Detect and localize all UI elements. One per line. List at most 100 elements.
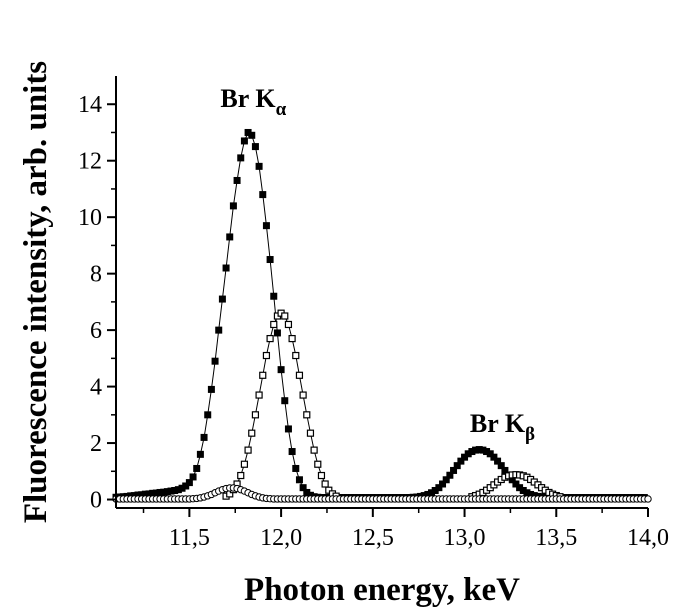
data-point xyxy=(292,464,300,472)
data-point xyxy=(240,460,249,468)
y-tick-label: 2 xyxy=(90,431,102,457)
data-point xyxy=(152,489,160,497)
y-tick-label: 14 xyxy=(78,92,102,118)
data-point xyxy=(244,446,252,454)
series-0 xyxy=(112,128,648,502)
data-point xyxy=(483,448,491,456)
data-point xyxy=(461,453,469,461)
data-point xyxy=(211,357,219,365)
data-point xyxy=(435,484,443,492)
data-point xyxy=(321,480,329,488)
data-point xyxy=(479,446,487,454)
data-point xyxy=(288,334,296,343)
x-tick-label: 12,5 xyxy=(352,525,394,551)
data-point xyxy=(453,462,461,470)
y-tick-label: 0 xyxy=(90,488,102,514)
ticks-layer: 11,5 12,0 12,5 13,0 13,5 14,0 0 2 4 6 8 10 12 14 xyxy=(78,92,669,551)
data-point xyxy=(244,128,252,136)
data-point xyxy=(141,490,149,498)
data-point xyxy=(314,460,322,468)
data-point xyxy=(303,488,311,496)
y-tick-label: 6 xyxy=(90,318,102,344)
axes-layer xyxy=(115,76,648,509)
data-point xyxy=(295,476,303,484)
data-point xyxy=(277,366,285,374)
data-point xyxy=(442,476,450,484)
data-point xyxy=(255,391,263,399)
data-point xyxy=(270,320,278,329)
data-point xyxy=(259,191,267,199)
data-point xyxy=(160,488,168,496)
data-point xyxy=(222,264,230,272)
data-point xyxy=(193,464,201,472)
data-point xyxy=(281,312,289,320)
data-point xyxy=(196,450,204,458)
data-point xyxy=(273,329,281,337)
x-tick-label: 12,0 xyxy=(260,525,302,551)
data-point xyxy=(200,433,208,441)
data-point xyxy=(182,482,190,490)
data-point xyxy=(464,450,472,458)
data-point xyxy=(248,429,256,437)
data-point xyxy=(450,466,458,474)
data-point xyxy=(178,484,186,492)
data-point xyxy=(299,391,307,399)
data-point xyxy=(457,457,465,465)
data-point xyxy=(266,256,274,264)
data-point xyxy=(424,490,432,498)
data-point xyxy=(284,425,292,433)
data-point xyxy=(310,446,318,454)
data-point xyxy=(288,448,296,456)
y-tick-label: 10 xyxy=(78,205,102,231)
data-point xyxy=(215,326,223,334)
series-line xyxy=(225,312,337,497)
data-point xyxy=(240,137,248,145)
data-point xyxy=(490,453,498,461)
series-3 xyxy=(112,484,652,503)
x-tick-label: 13,5 xyxy=(535,525,577,551)
data-point xyxy=(270,292,278,300)
data-point xyxy=(156,488,164,496)
series-1 xyxy=(222,309,340,500)
y-axis-title: Fluorescence intensity, arb. units xyxy=(18,61,54,523)
data-point xyxy=(237,154,245,162)
data-point xyxy=(251,143,259,151)
data-point xyxy=(259,371,267,379)
data-point xyxy=(237,471,245,480)
data-point xyxy=(497,462,505,470)
data-point xyxy=(229,202,237,210)
data-point xyxy=(527,490,535,498)
data-point xyxy=(523,489,531,497)
data-point xyxy=(472,446,480,454)
data-point xyxy=(138,491,146,499)
data-point xyxy=(233,176,241,184)
data-point xyxy=(317,471,326,480)
x-axis-title: Photon energy, keV xyxy=(244,572,520,608)
data-point xyxy=(251,411,260,419)
x-tick-label: 14,0 xyxy=(627,525,669,551)
data-point xyxy=(189,473,197,481)
data-point xyxy=(475,446,483,454)
data-point xyxy=(501,466,509,474)
data-point xyxy=(207,385,215,393)
data-point xyxy=(446,471,454,479)
data-point xyxy=(218,295,226,303)
y-tick-label: 4 xyxy=(90,375,102,401)
data-point xyxy=(468,448,476,456)
data-point xyxy=(303,411,311,419)
y-tick-label: 12 xyxy=(78,149,102,175)
data-point xyxy=(295,371,304,379)
data-point xyxy=(226,233,234,241)
data-point xyxy=(262,222,270,230)
peak-label-0: Br Kα xyxy=(220,84,286,120)
data-point xyxy=(163,488,171,496)
data-point xyxy=(167,487,175,495)
data-point xyxy=(145,490,153,498)
data-point xyxy=(255,162,263,170)
series-line xyxy=(115,131,645,499)
data-point xyxy=(266,334,274,343)
data-point xyxy=(149,489,157,497)
y-tick-label: 8 xyxy=(90,262,102,288)
